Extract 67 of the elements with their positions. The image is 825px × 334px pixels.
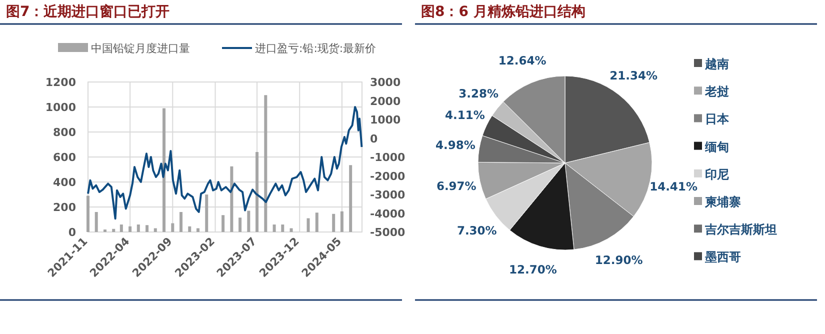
legend-label: 老挝 [704,84,730,99]
bar [94,212,98,232]
bar [222,215,225,232]
y2-tick-label: -4000 [370,207,406,220]
y-tick-label: 0 [68,226,76,239]
data-label: 7.30% [456,224,498,238]
y2-tick-label: -5000 [370,226,406,239]
data-label: 4.11% [445,108,486,122]
data-label: 14.41% [650,179,698,194]
legend-label: 中国铅锭月度进口量 [91,42,190,55]
data-label: 6.97% [436,178,477,193]
data-label: 12.64% [498,54,547,68]
y-tick-label: 400 [53,176,76,189]
chart-title: 图8：6 月精炼铅进口结构 [421,4,586,20]
legend-label: 日本 [705,112,730,126]
bar [180,212,183,232]
data-label: 12.70% [509,262,558,276]
bar [128,226,132,232]
bar [256,152,259,232]
y-tick-label: 200 [53,201,76,214]
legend-label: 越南 [704,57,729,71]
bar [196,228,200,232]
bar [315,212,318,232]
bar [86,196,90,232]
bar [120,224,123,232]
line-series [87,106,363,220]
bar [306,218,310,232]
data-label: 12.90% [594,253,644,268]
y2-tick-label: 2000 [370,94,401,108]
bar [188,226,192,232]
bar [281,224,284,232]
bar [162,108,166,232]
legend-label: 印尼 [705,167,729,182]
y-tick-label: 1200 [45,76,76,89]
legend-label: 柬埔寨 [704,195,741,209]
bar [171,223,174,232]
bar [230,166,234,232]
y-tick-label: 1000 [45,101,76,114]
data-label: 4.98% [436,138,476,152]
bar [272,224,276,232]
bar [247,210,250,232]
y-tick-label: 800 [53,126,76,139]
legend-label: 吉尔吉斯斯坦 [704,222,777,237]
legend-label: 墨西哥 [704,250,741,264]
bar [154,228,157,232]
y2-tick-label: -2000 [370,170,406,183]
y2-tick-label: -3000 [370,188,406,202]
y2-tick-label: 1000 [370,114,401,126]
bar [349,165,352,232]
bar [290,228,293,232]
bar [238,218,242,232]
legend-label: 缅甸 [704,140,729,154]
bar [205,194,208,232]
y2-tick-label: 3000 [370,76,401,89]
bar [136,224,140,232]
bar [112,228,116,232]
y-tick-label: 600 [53,151,76,164]
data-label: 3.28% [458,86,500,100]
data-label: 21.34% [610,68,658,83]
y2-tick-label: -1000 [370,151,406,164]
chart-title: 图7：近期进口窗口已打开 [6,3,170,20]
y2-tick-label: 0 [370,132,378,146]
legend-label: 进口盈亏:铅:现货:最新价 [255,42,376,55]
bar [264,95,268,232]
bar [340,211,344,232]
bar [146,225,149,232]
bar [332,214,336,232]
